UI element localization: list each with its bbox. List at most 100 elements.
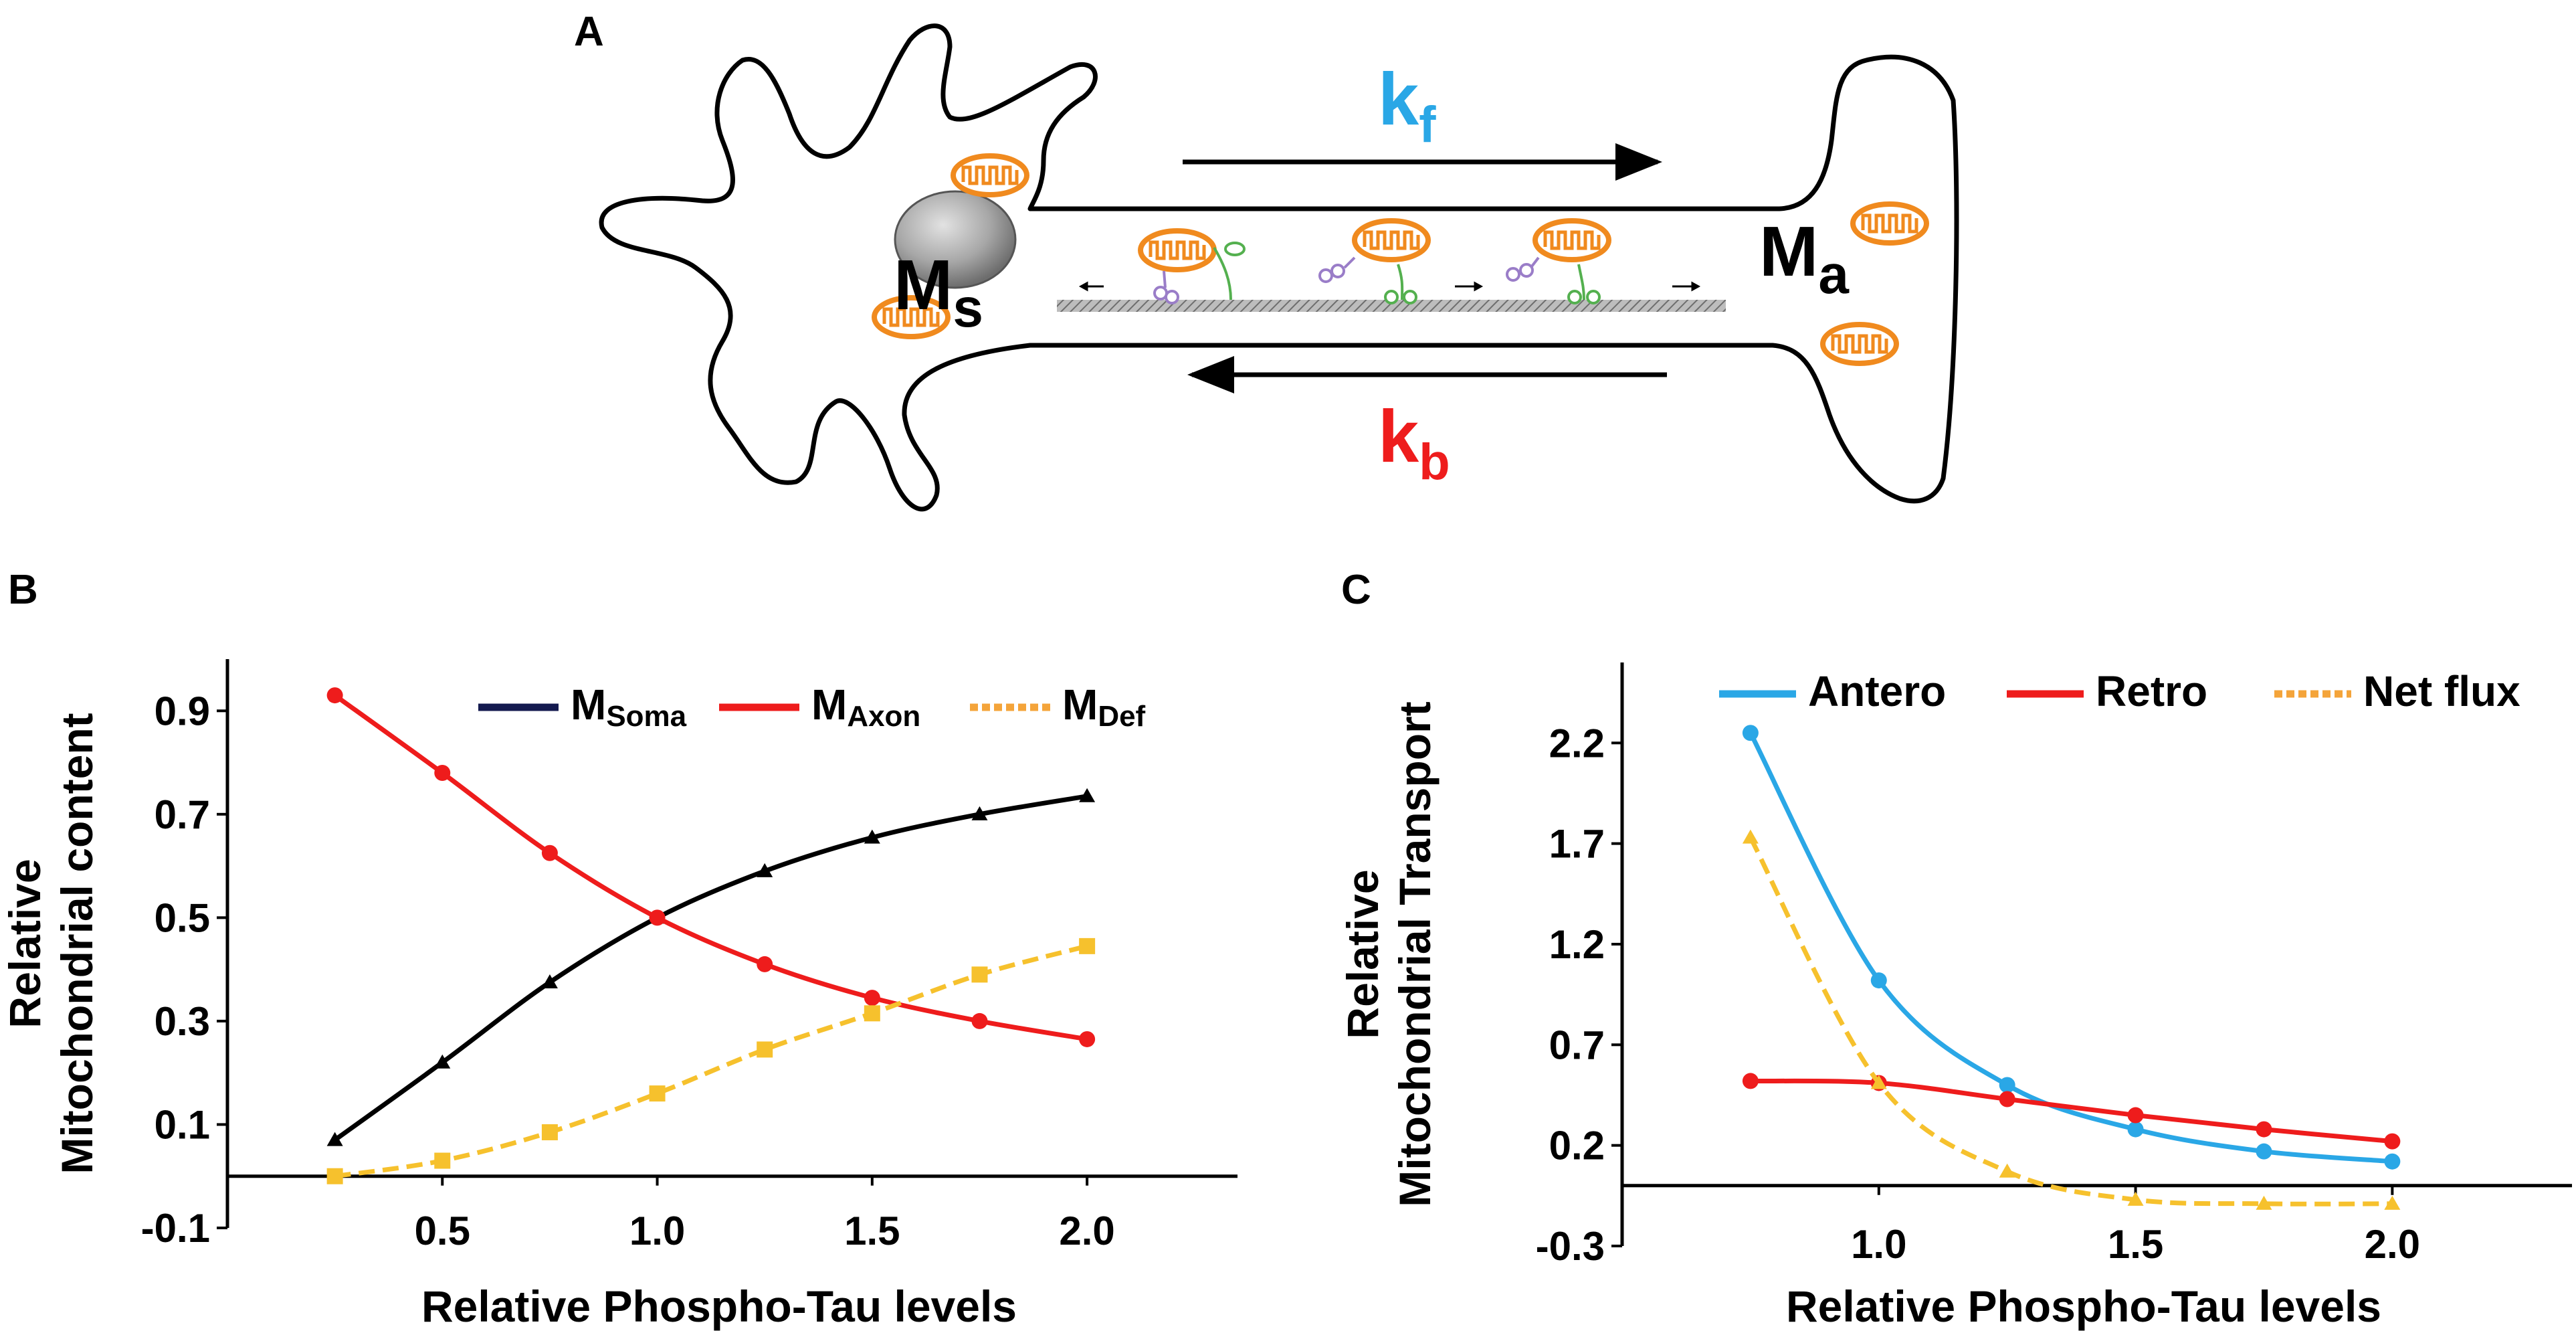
data-point [1079,788,1096,802]
mitochondrion-soma-1 [953,156,1027,195]
legend-item: MDef [970,681,1146,733]
mitochondrion-terminal-2 [1823,325,1896,363]
x-tick-label: 2.0 [2365,1222,2420,1267]
neuron-diagram: kf kb Ms Ma [599,23,1959,512]
data-point [757,956,773,972]
data-point [2384,1195,2401,1210]
data-point [2384,1133,2401,1150]
chart-mitochondrial-transport: -0.3 0.2 0.7 1.2 1.7 2.2 1.0 1.5 2.0 Relative Pho… [1338,662,2572,1331]
y-tick-label: -0.1 [141,1206,210,1251]
data-point [1079,1031,1096,1047]
series-antero [1742,725,2401,1170]
data-point [541,1124,558,1141]
data-point [326,687,343,704]
legend-label: Retro [2096,667,2207,715]
data-point [541,974,558,988]
y-tick-label: 0.3 [155,999,210,1044]
y-tick-label: 0.7 [1549,1022,1605,1067]
data-point [864,990,880,1006]
data-point [1079,938,1096,954]
x-tick-label: 1.0 [629,1209,685,1253]
legend-item: MAxon [719,681,920,733]
data-point [757,863,773,877]
panel-label-b: B [8,567,38,613]
y-tick-label: 0.1 [155,1102,210,1147]
data-point [971,966,988,983]
data-point [2256,1195,2272,1210]
y-axis-title: Relative [0,859,49,1028]
data-point [864,829,880,844]
mitochondrion-axon-1 [1141,231,1214,270]
y-axis-title: Mitochondrial content [52,713,102,1174]
y-tick-label: 2.2 [1549,721,1605,766]
mitochondrion-axon-2 [1355,221,1428,260]
data-point [757,1041,773,1058]
y-tick-label: 1.7 [1549,822,1605,867]
data-point [326,1168,343,1184]
series-line [1750,1078,2393,1144]
panel-label-c: C [1341,567,1371,613]
neuron-outline [599,23,1959,512]
legend-label: Antero [1808,667,1946,715]
data-point [326,1132,343,1146]
data-point [2127,1121,2144,1138]
series-line [1748,836,2393,1207]
motor-protein-group-1 [1153,242,1246,304]
motor-protein-group-3 [1506,256,1601,304]
y-tick-label: -0.3 [1536,1224,1605,1269]
chart-mitochondrial-content: -0.1 0.1 0.3 0.5 0.7 0.9 0.5 1.0 1.5 2.0 Relative … [0,659,1237,1331]
ma-label: Ma [1759,212,1850,305]
data-point [434,1054,451,1069]
legend-label: Net flux [2363,667,2520,715]
x-tick-label: 1.5 [844,1209,900,1253]
series-net-flux [1742,829,2401,1210]
ms-label: Ms [894,246,983,339]
data-point [649,909,666,926]
data-point [2256,1143,2272,1160]
x-axis-title: Relative Phospho-Tau levels [421,1281,1017,1331]
mitochondrion-axon-3 [1535,221,1609,260]
data-point [434,765,451,781]
data-point [1999,1077,2015,1093]
legend-item: Antero [1719,667,1946,715]
legend-label: MAxon [811,681,920,733]
direction-marks [1078,281,1701,292]
y-tick-label: 0.7 [155,792,210,837]
data-point [649,1085,666,1102]
motor-protein-group-2 [1318,256,1417,304]
legend-label: MDef [1062,681,1146,733]
x-tick-label: 0.5 [415,1209,470,1253]
legend-label: MSoma [571,681,687,733]
data-point [1870,1075,1887,1089]
series-line [1748,731,2393,1164]
y-tick-label: 0.9 [155,689,210,733]
legend-item: Retro [2007,667,2207,715]
series-retro [1742,1073,2401,1150]
legend-item: Net flux [2274,667,2520,715]
x-tick-label: 1.0 [1851,1222,1906,1267]
kf-label: kf [1378,58,1436,153]
x-tick-label: 2.0 [1059,1209,1114,1253]
series-line [333,693,1088,1042]
data-point [1999,1091,2015,1107]
data-point [2127,1107,2144,1124]
series-line [333,794,1088,1142]
series-def [326,938,1096,1184]
series-axon [326,687,1096,1047]
y-tick-label: 1.2 [1549,922,1605,967]
microtubule [1057,300,1726,312]
data-point [1742,1073,1759,1089]
data-point [2127,1191,2144,1206]
mitochondrion-terminal-1 [1853,204,1926,243]
data-point [1999,1163,2015,1178]
legend-item: MSoma [478,681,687,733]
data-point [541,844,558,861]
kb-label: kb [1378,395,1450,490]
data-point [864,1005,880,1022]
nucleus [894,190,1017,289]
data-point [1870,972,1887,989]
series-line [334,944,1088,1179]
data-point [1742,725,1759,741]
data-point [1742,829,1759,844]
